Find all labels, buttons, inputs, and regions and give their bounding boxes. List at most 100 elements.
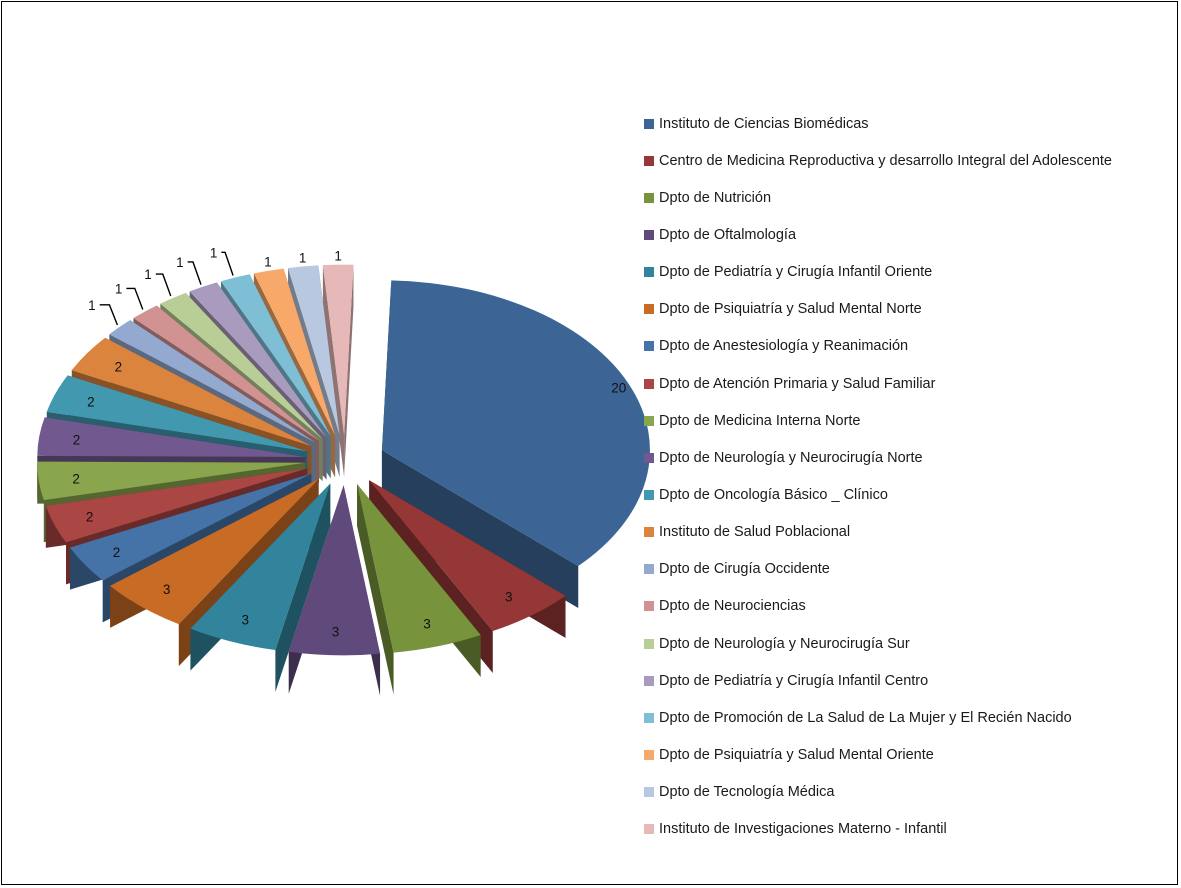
legend-label: Dpto de Tecnología Médica bbox=[659, 784, 835, 801]
data-label: 2 bbox=[113, 545, 121, 560]
data-label: 1 bbox=[334, 249, 342, 264]
legend-label: Dpto de Neurología y Neurocirugía Norte bbox=[659, 449, 923, 466]
data-label: 1 bbox=[299, 250, 307, 265]
pie-slice-dpto-de-nutricion bbox=[357, 484, 481, 653]
legend-swatch bbox=[644, 192, 654, 203]
legend-swatch bbox=[644, 415, 654, 426]
legend-item-dpto-de-neurologia-y-neurocirugia-sur: Dpto de Neurología y Neurocirugía Sur bbox=[644, 625, 1112, 662]
legend-label: Centro de Medicina Reproductiva y desarr… bbox=[659, 152, 1112, 169]
legend-swatch bbox=[644, 118, 654, 129]
data-label: 3 bbox=[332, 624, 340, 639]
pie-slice-dpto-de-atencion-primaria-y-salud-familiar bbox=[45, 468, 308, 543]
pie-slice-dpto-de-psiquiatria-y-salud-mental-norte bbox=[110, 479, 319, 625]
legend-item-dpto-de-tecnologia-medica: Dpto de Tecnología Médica bbox=[644, 774, 1112, 811]
legend-swatch bbox=[644, 229, 654, 240]
legend-label: Dpto de Nutrición bbox=[659, 189, 772, 206]
pie-slice-dpto-de-tecnologia-medica bbox=[288, 265, 340, 435]
pie-slice-centro-de-medicina-reproductiva-y-desarrollo-integral-del-adolescente bbox=[369, 480, 566, 632]
legend-label: Dpto de Pediatría y Cirugía Infantil Cen… bbox=[659, 672, 929, 689]
legend-label: Dpto de Anestesiología y Reanimación bbox=[659, 338, 909, 355]
data-label: 3 bbox=[423, 617, 431, 632]
legend-item-instituto-de-salud-poblacional: Instituto de Salud Poblacional bbox=[644, 514, 1112, 551]
pie-slice-dpto-de-neurologia-y-neurocirugia-norte bbox=[37, 417, 306, 457]
data-label: 3 bbox=[505, 590, 513, 605]
pie-slice-instituto-de-salud-poblacional bbox=[71, 337, 312, 447]
legend-swatch bbox=[644, 787, 654, 798]
data-label: 1 bbox=[210, 245, 218, 260]
legend-swatch bbox=[644, 489, 654, 500]
legend-swatch bbox=[644, 564, 654, 575]
legend-swatch bbox=[644, 378, 654, 389]
legend-swatch bbox=[644, 749, 654, 760]
legend-item-dpto-de-neurologia-y-neurocirugia-norte: Dpto de Neurología y Neurocirugía Norte bbox=[644, 439, 1112, 476]
legend-label: Instituto de Investigaciones Materno - I… bbox=[659, 821, 947, 838]
legend-label: Instituto de Salud Poblacional bbox=[659, 524, 851, 541]
legend-label: Dpto de Neurología y Neurocirugía Sur bbox=[659, 635, 910, 652]
data-label: 2 bbox=[115, 359, 123, 374]
legend-item-dpto-de-oftalmologia: Dpto de Oftalmología bbox=[644, 216, 1112, 253]
pie-slice-dpto-de-psiquiatria-y-salud-mental-oriente bbox=[253, 268, 336, 436]
data-label: 20 bbox=[611, 381, 626, 396]
legend-swatch bbox=[644, 267, 654, 278]
legend-item-dpto-de-neurociencias: Dpto de Neurociencias bbox=[644, 588, 1112, 625]
pie-slice-dpto-de-anestesiologia-y-reanimacion bbox=[69, 473, 312, 581]
legend-item-dpto-de-pediatria-y-cirugia-infantil-centro: Dpto de Pediatría y Cirugía Infantil Cen… bbox=[644, 662, 1112, 699]
legend-label: Dpto de Psiquiatría y Salud Mental Orien… bbox=[659, 746, 934, 763]
data-label: 1 bbox=[176, 255, 184, 270]
legend-swatch bbox=[644, 452, 654, 463]
legend-label: Dpto de Oftalmología bbox=[659, 226, 797, 243]
data-label: 3 bbox=[242, 612, 250, 627]
legend-item-dpto-de-cirugia-occidente: Dpto de Cirugía Occidente bbox=[644, 551, 1112, 588]
pie-slice-dpto-de-medicina-interna-norte bbox=[37, 461, 306, 501]
legend-item-dpto-de-oncologia-basico-clinico: Dpto de Oncología Básico _ Clínico bbox=[644, 476, 1112, 513]
data-label: 1 bbox=[88, 298, 96, 313]
legend-swatch bbox=[644, 304, 654, 315]
legend-item-instituto-de-ciencias-biomedicas: Instituto de Ciencias Biomédicas bbox=[644, 105, 1112, 142]
legend-swatch bbox=[644, 527, 654, 538]
legend-swatch bbox=[644, 155, 654, 166]
legend-label: Instituto de Ciencias Biomédicas bbox=[659, 115, 869, 132]
pie-slice-instituto-de-investigaciones-materno-infantil bbox=[322, 264, 354, 435]
pie-slice-dpto-de-oftalmologia bbox=[288, 485, 381, 656]
pie-slice-instituto-de-ciencias-biomedicas bbox=[381, 280, 650, 567]
data-label: 2 bbox=[86, 510, 94, 525]
data-label: 3 bbox=[163, 582, 171, 597]
legend-label: Dpto de Neurociencias bbox=[659, 598, 806, 615]
data-label: 1 bbox=[144, 267, 152, 282]
legend-label: Dpto de Psiquiatría y Salud Mental Norte bbox=[659, 301, 922, 318]
legend-item-dpto-de-pediatria-y-cirugia-infantil-oriente: Dpto de Pediatría y Cirugía Infantil Ori… bbox=[644, 254, 1112, 291]
pie-slice-dpto-de-neurociencias bbox=[133, 305, 319, 441]
data-label: 2 bbox=[72, 471, 80, 486]
data-label: 2 bbox=[87, 394, 95, 409]
data-label: 1 bbox=[115, 281, 123, 296]
data-label: 1 bbox=[264, 255, 272, 270]
legend-item-dpto-de-psiquiatria-y-salud-mental-norte: Dpto de Psiquiatría y Salud Mental Norte bbox=[644, 291, 1112, 328]
legend-label: Dpto de Promoción de La Salud de La Muje… bbox=[659, 709, 1072, 726]
legend-swatch bbox=[644, 675, 654, 686]
legend-swatch bbox=[644, 341, 654, 352]
legend: Instituto de Ciencias Biomédicas Centro d… bbox=[644, 105, 1112, 848]
legend-item-dpto-de-anestesiologia-y-reanimacion: Dpto de Anestesiología y Reanimación bbox=[644, 328, 1112, 365]
data-label: 2 bbox=[73, 432, 81, 447]
legend-swatch bbox=[644, 601, 654, 612]
legend-item-dpto-de-psiquiatria-y-salud-mental-oriente: Dpto de Psiquiatría y Salud Mental Orien… bbox=[644, 736, 1112, 773]
legend-label: Dpto de Medicina Interna Norte bbox=[659, 412, 861, 429]
pie-slice-dpto-de-neurologia-y-neurocirugia-sur bbox=[160, 292, 323, 439]
pie-slice-dpto-de-pediatria-y-cirugia-infantil-oriente bbox=[190, 483, 331, 650]
legend-item-centro-de-medicina-reproductiva-y-desarrollo-integral-del-adolescente: Centro de Medicina Reproductiva y desarr… bbox=[644, 142, 1112, 179]
legend-item-dpto-de-medicina-interna-norte: Dpto de Medicina Interna Norte bbox=[644, 402, 1112, 439]
pie-slice-dpto-de-cirugia-occidente bbox=[109, 320, 316, 443]
pie-slice-side-instituto-de-investigaciones-materno-infantil bbox=[322, 264, 354, 477]
pie-slice-dpto-de-promocion-de-la-salud-de-la-mujer-y-el-recien-nacido bbox=[220, 274, 331, 437]
legend-swatch bbox=[644, 638, 654, 649]
legend-label: Dpto de Oncología Básico _ Clínico bbox=[659, 486, 888, 503]
pie-slice-dpto-de-oncologia-basico-clinico bbox=[46, 375, 308, 452]
pie-slice-dpto-de-pediatria-y-cirugia-infantil-centro bbox=[189, 282, 327, 438]
legend-swatch bbox=[644, 824, 654, 835]
legend-item-dpto-de-promocion-de-la-salud-de-la-mujer-y-el-recien-nacido: Dpto de Promoción de La Salud de La Muje… bbox=[644, 699, 1112, 736]
legend-item-instituto-de-investigaciones-materno-infantil: Instituto de Investigaciones Materno - I… bbox=[644, 811, 1112, 848]
legend-item-dpto-de-atencion-primaria-y-salud-familiar: Dpto de Atención Primaria y Salud Famili… bbox=[644, 365, 1112, 402]
legend-label: Dpto de Pediatría y Cirugía Infantil Ori… bbox=[659, 264, 933, 281]
legend-item-dpto-de-nutricion: Dpto de Nutrición bbox=[644, 179, 1112, 216]
